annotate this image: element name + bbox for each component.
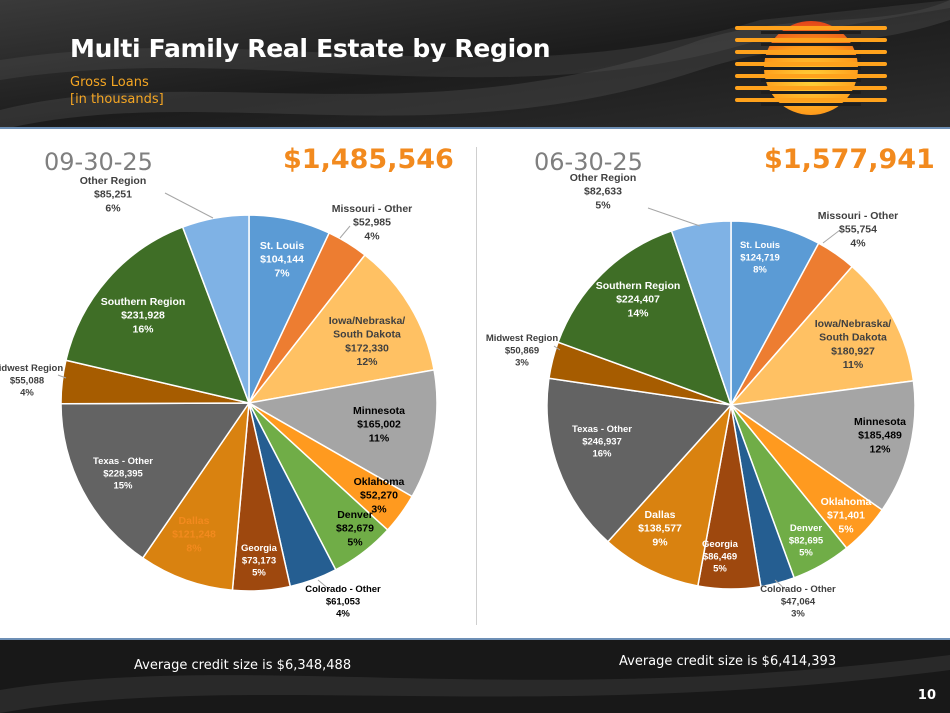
pie-label-texas-other: Texas - Other $246,937 16% (572, 424, 632, 460)
pie-slice-other-region (670, 220, 732, 406)
leader-line-missouri-other (822, 229, 841, 244)
left-average-credit-note: Average credit size is $6,348,488 (134, 658, 352, 673)
pie-slice-iowa-nebraska-south-dakota (247, 253, 435, 405)
pie-label-midwest-region: Midwest Region $50,869 3% (486, 333, 559, 369)
pie-label-denver: Denver $82,679 5% (336, 509, 374, 548)
subtitle-line-1: Gross Loans (70, 75, 149, 90)
pie-label-georgia: Georgia $86,469 5% (702, 539, 739, 575)
pie-slice-dallas (606, 402, 733, 587)
right-date-label: 06-30-25 (534, 148, 643, 176)
pie-label-denver: Denver $82,695 5% (789, 523, 824, 559)
pie-label-colorado-other: Colorado - Other $47,064 3% (760, 584, 836, 620)
pie-slice-minnesota (246, 368, 438, 498)
left-total-label: $1,485,546 (283, 144, 454, 175)
leader-line-midwest-region (553, 345, 561, 351)
leader-line-colorado-other (774, 579, 787, 591)
pie-label-minnesota: Minnesota $165,002 11% (353, 405, 405, 444)
pie-slice-iowa-nebraska-south-dakota (729, 265, 915, 407)
subtitle-line-2: [in thousands] (70, 92, 164, 107)
pie-label-oklahoma: Oklahoma $71,401 5% (821, 496, 872, 535)
pie-label-other-region: Other Region $85,251 6% (80, 175, 147, 214)
page-subtitle: Gross Loans [in thousands] (70, 74, 164, 108)
pie-slice-minnesota (728, 379, 916, 511)
leader-line-midwest-region (57, 374, 67, 379)
leader-line-other-region (647, 207, 701, 227)
pie-label-dallas: Dallas $138,577 9% (638, 509, 682, 548)
pie-slice-southern-region (65, 226, 251, 405)
pie-slice-other-region (181, 214, 250, 404)
footer-background (0, 640, 950, 713)
company-logo-icon (735, 21, 887, 115)
pie-slice-dallas (141, 400, 250, 592)
pie-label-dallas: Dallas $121,248 8% (172, 515, 216, 554)
pie-label-colorado-other: Colorado - Other $61,053 4% (305, 584, 381, 620)
right-average-credit-note: Average credit size is $6,414,393 (619, 654, 837, 669)
pie-label-other-region: Other Region $82,633 5% (570, 172, 637, 211)
pie-label-southern-region: Southern Region $231,928 16% (101, 296, 186, 335)
pie-label-missouri-other: Missouri - Other $55,754 4% (818, 210, 899, 249)
page-number: 10 (917, 688, 936, 703)
right-total-label: $1,577,941 (764, 144, 935, 175)
pie-label-missouri-other: Missouri - Other $52,985 4% (332, 203, 413, 242)
pie-slice-southern-region (557, 229, 733, 407)
pie-slice-texas-other (546, 377, 733, 543)
pie-label-georgia: Georgia $73,173 5% (241, 543, 278, 579)
pie-label-iowa-nebraska-south-dakota: Iowa/Nebraska/South Dakota $172,330 12% (329, 315, 406, 368)
pie-label-texas-other: Texas - Other $228,395 15% (93, 456, 153, 492)
leader-line-colorado-other (317, 579, 331, 591)
pie-label-minnesota: Minnesota $185,489 12% (854, 416, 906, 455)
pie-label-oklahoma: Oklahoma $52,270 3% (354, 476, 405, 515)
left-date-label: 09-30-25 (44, 148, 153, 176)
pie-label-st-louis: St. Louis $104,144 7% (260, 240, 304, 279)
pie-label-st-louis: St. Louis $124,719 8% (740, 240, 780, 276)
panel-divider (476, 147, 477, 625)
page-title: Multi Family Real Estate by Region (70, 34, 551, 63)
leader-line-other-region (164, 192, 214, 219)
pie-label-southern-region: Southern Region $224,407 14% (596, 280, 681, 319)
pie-label-iowa-nebraska-south-dakota: Iowa/Nebraska/South Dakota $180,927 11% (815, 318, 892, 371)
pie-slice-st-louis (730, 220, 820, 406)
pie-slice-texas-other (60, 402, 251, 560)
leader-line-missouri-other (339, 225, 351, 239)
